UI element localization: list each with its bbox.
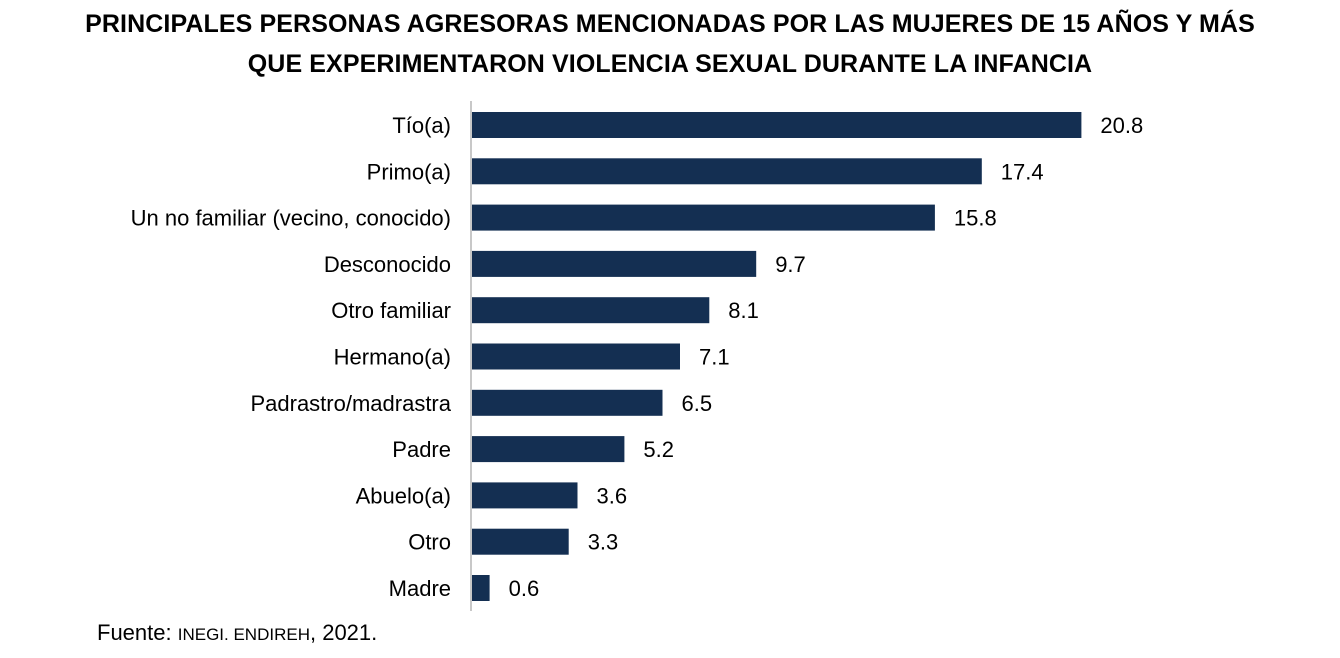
category-labels-group: Tío(a) Primo(a) Un no familiar (vecino, co… [131,113,452,601]
category-label: Un no familiar (vecino, conocido) [131,206,451,231]
source-prefix: Fuente: [97,620,172,645]
source-note: Fuente: INEGI. ENDIREH, 2021. [97,620,377,646]
category-label: Padrastro/madrastra [250,391,451,416]
bar [472,343,680,370]
source-year: , 2021. [309,620,378,645]
bar [472,389,663,416]
bar [472,528,569,555]
value-label: 20.8 [1100,113,1143,138]
value-label: 3.3 [588,530,619,555]
source-org: INEGI. ENDIREH [177,625,310,644]
bar [472,250,757,277]
category-label: Abuelo(a) [356,483,451,508]
chart-title-line-2: QUE EXPERIMENTARON VIOLENCIA SEXUAL DURA… [247,50,1093,78]
value-label: 9.7 [775,252,806,277]
category-label: Madre [389,576,451,601]
value-label: 0.6 [509,576,540,601]
chart-title-line-1: PRINCIPALES PERSONAS AGRESORAS MENCIONAD… [85,10,1255,38]
category-label: Tío(a) [392,113,451,138]
category-label: Otro familiar [331,298,451,323]
bar [472,297,710,324]
value-label: 7.1 [699,345,730,370]
category-label: Hermano(a) [334,345,451,370]
value-label: 17.4 [1001,159,1044,184]
chart-title: PRINCIPALES PERSONAS AGRESORAS MENCIONAD… [0,4,1340,84]
value-label: 6.5 [682,391,713,416]
bar [472,204,935,231]
bar [472,575,490,601]
value-labels-group: 20.8 17.415.8 9.7 8.1 7.1 6.5 5.2 3.6 3.3 0.6 [509,113,1144,601]
value-label: 8.1 [728,298,759,323]
category-label: Desconocido [324,252,451,277]
bars-group [472,112,1082,601]
bar [472,158,982,185]
bar [472,112,1082,138]
value-label: 5.2 [643,437,674,462]
category-label: Padre [392,437,451,462]
category-label: Otro [408,530,451,555]
value-label: 3.6 [597,483,628,508]
bar [472,482,578,509]
bar [472,436,625,463]
category-label: Primo(a) [367,159,451,184]
value-label: 15.8 [954,206,997,231]
